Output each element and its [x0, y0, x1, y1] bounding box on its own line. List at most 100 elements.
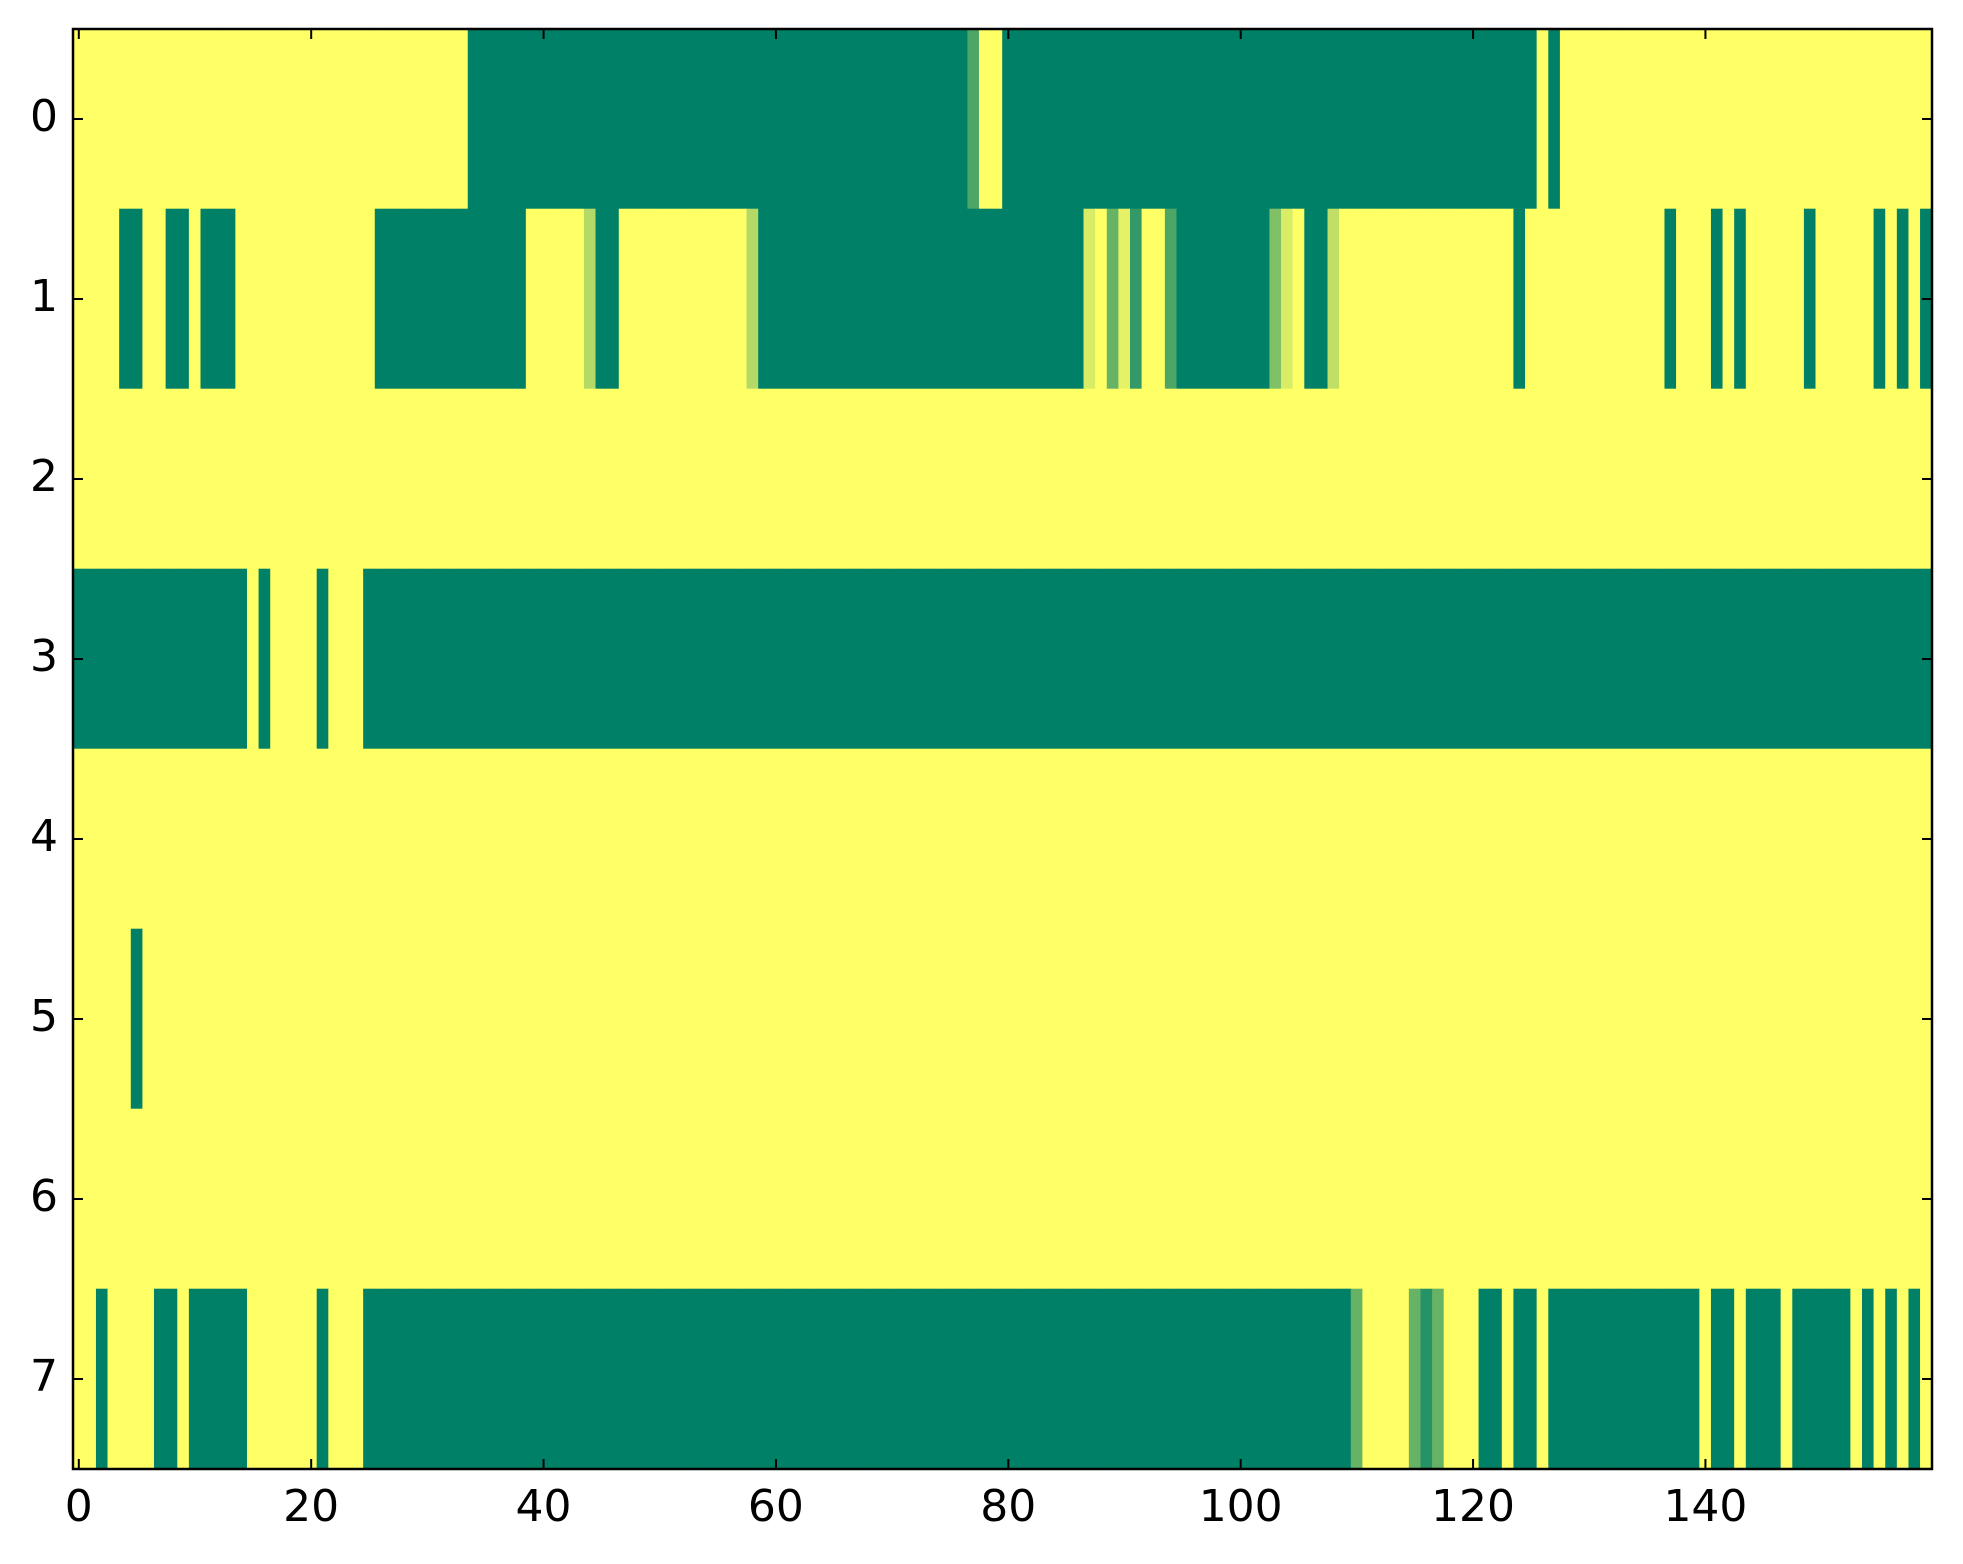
cell — [1025, 388, 1038, 570]
cell — [235, 748, 248, 930]
cell — [665, 1108, 678, 1290]
cell — [1466, 208, 1480, 390]
cell — [560, 1288, 573, 1470]
cell — [1478, 28, 1491, 210]
cell — [1792, 568, 1805, 750]
cell — [1315, 928, 1329, 1110]
cell — [421, 208, 434, 390]
cell — [270, 568, 283, 750]
cell — [409, 1108, 422, 1290]
cell — [142, 1288, 155, 1470]
cell — [676, 1108, 690, 1290]
cell — [978, 568, 992, 750]
cell — [1362, 28, 1375, 210]
cell — [1780, 388, 1793, 570]
cell — [1234, 28, 1247, 210]
cell — [1176, 1288, 1189, 1470]
cell — [1002, 388, 1015, 570]
cell — [281, 28, 295, 210]
cell — [119, 748, 132, 930]
cell — [467, 1288, 480, 1470]
cell — [746, 28, 759, 210]
cell — [1606, 208, 1619, 390]
cell — [142, 28, 155, 210]
cell — [1304, 388, 1317, 570]
cell — [84, 748, 97, 930]
cell — [1617, 1288, 1631, 1470]
cell — [1397, 1108, 1410, 1290]
cell — [1222, 388, 1236, 570]
cell — [746, 568, 759, 750]
cell — [944, 388, 957, 570]
cell — [1362, 1108, 1375, 1290]
cell — [607, 28, 620, 210]
cell — [1327, 388, 1340, 570]
cell — [1501, 208, 1515, 390]
cell — [1037, 208, 1050, 390]
cell — [1106, 568, 1119, 750]
cell — [1339, 1288, 1352, 1470]
cell — [1803, 748, 1817, 930]
cell — [351, 28, 364, 210]
cell — [827, 1288, 841, 1470]
cell — [1617, 208, 1631, 390]
cell — [1641, 388, 1654, 570]
cell — [874, 28, 887, 210]
cell — [734, 28, 748, 210]
cell — [1536, 928, 1549, 1110]
cell — [1188, 388, 1201, 570]
cell — [1838, 568, 1851, 750]
cell — [676, 1288, 690, 1470]
cell — [746, 1288, 759, 1470]
cell — [84, 568, 97, 750]
cell — [688, 388, 701, 570]
y-tick-label: 6 — [30, 1171, 58, 1222]
cell — [316, 928, 329, 1110]
cell — [1501, 568, 1515, 750]
cell — [398, 388, 411, 570]
cell — [1908, 208, 1921, 390]
cell — [827, 208, 841, 390]
cell — [1339, 388, 1352, 570]
cell — [1734, 748, 1747, 930]
cell — [188, 568, 202, 750]
cell — [1281, 388, 1294, 570]
cell — [1443, 388, 1456, 570]
cell — [653, 1108, 666, 1290]
cell — [967, 1288, 980, 1470]
cell — [1827, 1288, 1840, 1470]
x-tick-label: 0 — [65, 1481, 93, 1532]
cell — [653, 568, 666, 750]
cell — [688, 748, 701, 930]
cell — [188, 28, 202, 210]
cell — [188, 388, 202, 570]
cell — [827, 28, 841, 210]
cell — [1048, 748, 1061, 930]
cell — [816, 28, 829, 210]
cell — [316, 568, 329, 750]
cell — [1501, 388, 1515, 570]
cell — [1315, 208, 1329, 390]
cell — [1443, 928, 1456, 1110]
cell — [351, 388, 364, 570]
cell — [781, 28, 794, 210]
cell — [444, 568, 457, 750]
cell — [293, 568, 306, 750]
cell — [804, 388, 817, 570]
cell — [1141, 388, 1154, 570]
cell — [978, 388, 992, 570]
cell — [1188, 748, 1201, 930]
cell — [1559, 1108, 1573, 1290]
cell — [1478, 1288, 1491, 1470]
cell — [339, 568, 353, 750]
cell — [1118, 1108, 1131, 1290]
cell — [862, 1288, 875, 1470]
cell — [1397, 1288, 1410, 1470]
cell — [1908, 388, 1921, 570]
cell — [769, 568, 783, 750]
cell — [467, 208, 480, 390]
cell — [886, 388, 899, 570]
cell — [1525, 748, 1538, 930]
cell — [1304, 1108, 1317, 1290]
